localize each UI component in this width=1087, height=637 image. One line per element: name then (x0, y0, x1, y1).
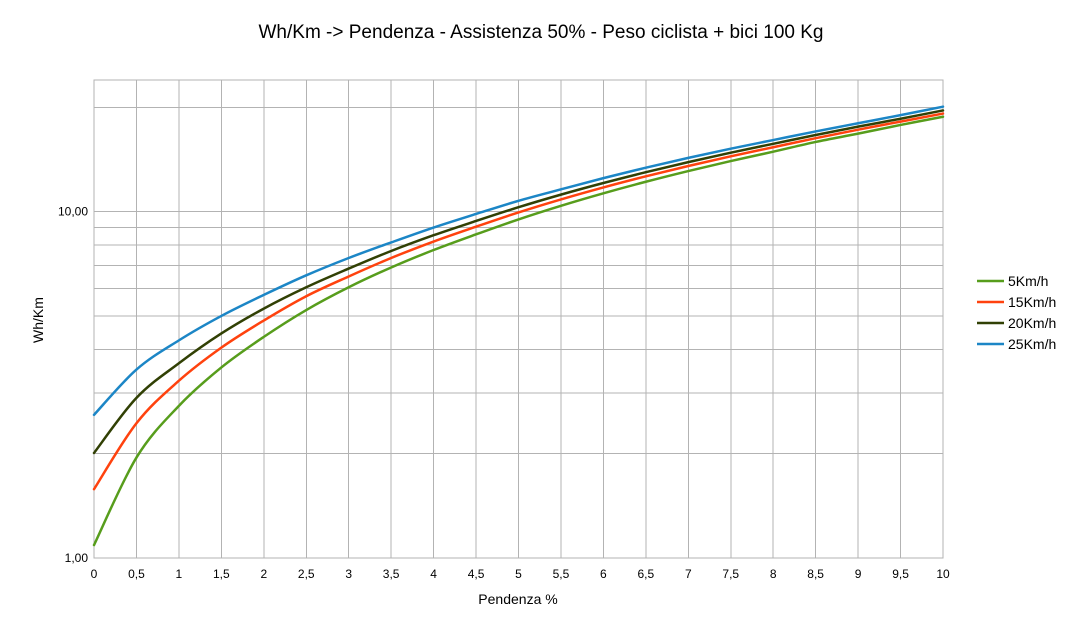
x-tick-label: 0,5 (128, 567, 145, 581)
series-line-20km-h (92, 109, 945, 455)
x-tick-label: 5 (515, 567, 522, 581)
x-tick-label: 6 (600, 567, 607, 581)
series-lines (92, 105, 945, 547)
x-tick-label: 5,5 (553, 567, 570, 581)
x-tick-label: 7 (685, 567, 692, 581)
y-tick-label: 1,00 (65, 551, 89, 565)
legend-label: 20Km/h (1008, 315, 1056, 331)
x-tick-label: 2,5 (298, 567, 315, 581)
legend-label: 15Km/h (1008, 294, 1056, 310)
series-line-25km-h (92, 105, 945, 417)
x-tick-label: 8,5 (807, 567, 824, 581)
chart-title: Wh/Km -> Pendenza - Assistenza 50% - Pes… (259, 22, 824, 43)
x-tick-label: 4 (430, 567, 437, 581)
x-tick-label: 1 (176, 567, 183, 581)
legend: 5Km/h 15Km/h 20Km/h 25Km/h (977, 273, 1056, 352)
x-tick-label: 10 (936, 567, 950, 581)
x-tick-label: 6,5 (638, 567, 655, 581)
x-tick-label: 0 (91, 567, 98, 581)
plot-area (93, 79, 944, 559)
series-line-5km-h (92, 115, 945, 547)
tick-labels: 0 0,5 1 1,5 2 2,5 3 3,5 4 4,5 5 5,5 6 6,5 7 7,5 8 8,5 9 9,5… (58, 205, 950, 581)
y-axis-label: Wh/Km (30, 297, 46, 343)
x-tick-label: 3 (345, 567, 352, 581)
y-tick-label: 10,00 (58, 205, 88, 219)
x-axis-label: Pendenza % (478, 591, 557, 607)
x-tick-label: 2 (260, 567, 267, 581)
x-tick-label: 9 (855, 567, 862, 581)
series-line-15km-h (92, 112, 945, 491)
x-tick-label: 8 (770, 567, 777, 581)
grid (93, 79, 944, 559)
legend-label: 25Km/h (1008, 336, 1056, 352)
x-tick-label: 4,5 (468, 567, 485, 581)
x-tick-label: 3,5 (383, 567, 400, 581)
x-tick-label: 7,5 (722, 567, 739, 581)
x-tick-label: 1,5 (213, 567, 230, 581)
legend-label: 5Km/h (1008, 273, 1048, 289)
x-tick-label: 9,5 (892, 567, 909, 581)
